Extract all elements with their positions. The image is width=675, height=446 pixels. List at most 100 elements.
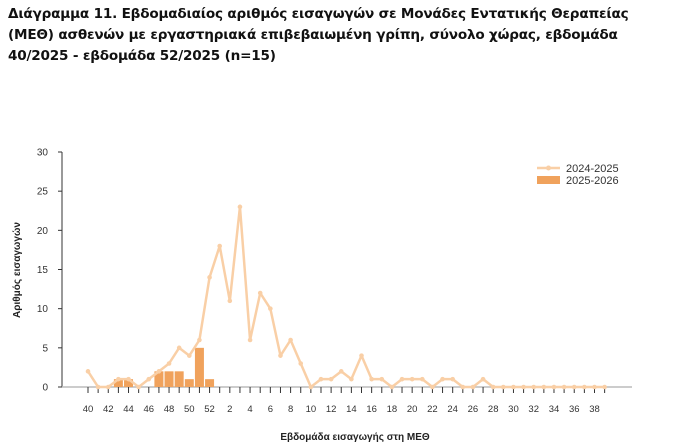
data-point xyxy=(582,384,587,390)
y-tick-label: 15 xyxy=(37,265,49,276)
x-tick-label: 28 xyxy=(488,404,499,415)
x-tick-label: 4 xyxy=(247,404,252,415)
data-point xyxy=(217,243,222,249)
data-point xyxy=(176,345,182,351)
x-tick-label: 12 xyxy=(326,404,337,415)
data-point xyxy=(166,361,172,366)
x-axis-label: Εβδομάδα εισαγωγής στη ΜΕΘ xyxy=(280,432,430,443)
y-axis-label: Αριθμός εισαγωγών xyxy=(12,222,23,318)
legend-bar-swatch xyxy=(537,176,560,184)
chart-title: Διάγραμμα 11. Εβδομαδιαίος αριθμός εισαγ… xyxy=(8,6,629,64)
data-point xyxy=(308,384,314,390)
data-point xyxy=(247,337,253,343)
x-tick-label: 20 xyxy=(407,404,418,415)
x-tick-label: 22 xyxy=(427,404,438,415)
data-point xyxy=(278,353,283,358)
x-tick-label: 46 xyxy=(143,404,154,415)
bar xyxy=(124,379,134,387)
x-tick-label: 6 xyxy=(268,404,273,415)
data-point xyxy=(379,376,385,382)
data-point xyxy=(521,384,526,390)
data-point xyxy=(511,384,516,390)
data-point xyxy=(156,369,162,374)
x-tick-label: 8 xyxy=(288,404,293,415)
data-point xyxy=(95,384,101,390)
data-point xyxy=(490,384,496,390)
y-tick-label: 20 xyxy=(37,226,49,237)
legend-label-2025-2026: 2025-2026 xyxy=(566,175,619,187)
x-tick-label: 44 xyxy=(123,404,134,415)
data-point xyxy=(298,361,304,366)
data-point xyxy=(531,384,537,390)
data-point xyxy=(227,298,233,304)
data-point xyxy=(480,376,486,382)
x-tick-label: 38 xyxy=(589,404,600,415)
x-tick-label: 32 xyxy=(528,404,539,415)
data-point xyxy=(541,384,547,390)
data-point xyxy=(268,306,273,311)
line-2024-2025 xyxy=(85,204,607,390)
series-line xyxy=(86,205,605,389)
y-tick-label: 25 xyxy=(37,187,49,198)
data-point xyxy=(419,376,425,382)
x-tick-label: 24 xyxy=(447,404,458,415)
x-tick-label: 52 xyxy=(204,404,215,415)
x-tick-label: 16 xyxy=(366,404,377,415)
x-tick-label: 34 xyxy=(549,404,560,415)
data-point xyxy=(571,384,577,390)
bar xyxy=(113,379,123,387)
data-point xyxy=(126,376,131,382)
data-point xyxy=(116,376,121,382)
y-tick-label: 0 xyxy=(42,383,48,394)
y-tick-label: 10 xyxy=(37,304,49,315)
legend: 2024-2025 2025-2026 xyxy=(537,163,619,187)
data-point xyxy=(551,384,557,390)
bar xyxy=(174,371,184,387)
data-point xyxy=(409,376,415,382)
data-point xyxy=(592,384,597,390)
data-point xyxy=(85,369,91,374)
data-point xyxy=(359,353,364,358)
data-point xyxy=(501,384,506,390)
x-axis: 40 42 44 46 48 50 52 2 4 6 8 10 12 14 16 18 20 22 24 26 28 30… xyxy=(62,386,632,415)
bar xyxy=(154,371,164,387)
x-tick-label: 26 xyxy=(468,404,479,415)
legend-label-2024-2025: 2024-2025 xyxy=(566,163,619,175)
data-point xyxy=(136,384,141,390)
data-point xyxy=(460,384,466,390)
data-point xyxy=(237,204,243,210)
x-tick-label: 50 xyxy=(184,404,195,415)
data-point xyxy=(450,376,455,382)
x-tick-label: 18 xyxy=(387,404,398,415)
data-point xyxy=(207,275,212,280)
x-tick-label: 40 xyxy=(83,404,94,415)
bar xyxy=(184,379,194,387)
y-axis: 0 5 10 15 20 25 30 xyxy=(37,148,63,394)
data-point xyxy=(338,369,344,374)
data-point xyxy=(369,376,374,382)
data-point xyxy=(105,384,111,390)
data-point xyxy=(318,376,324,382)
x-tick-label: 30 xyxy=(508,404,519,415)
x-tick-label: 36 xyxy=(569,404,580,415)
data-point xyxy=(440,376,445,382)
data-point xyxy=(389,384,395,390)
x-tick-label: 14 xyxy=(346,404,357,415)
data-point xyxy=(257,290,263,296)
bars-2025-2026 xyxy=(113,347,215,387)
x-tick-label: 48 xyxy=(164,404,175,415)
data-point xyxy=(146,376,152,382)
x-tick-label: 10 xyxy=(306,404,317,415)
legend-line-marker xyxy=(546,165,551,171)
data-point xyxy=(602,384,607,390)
data-point xyxy=(430,384,435,390)
y-tick-label: 30 xyxy=(37,148,49,159)
data-point xyxy=(349,376,354,382)
data-point xyxy=(561,384,567,390)
data-point xyxy=(187,353,192,358)
data-point xyxy=(399,376,405,382)
bar xyxy=(194,347,204,387)
x-tick-label: 42 xyxy=(103,404,114,415)
x-tick-label: 2 xyxy=(227,404,232,415)
